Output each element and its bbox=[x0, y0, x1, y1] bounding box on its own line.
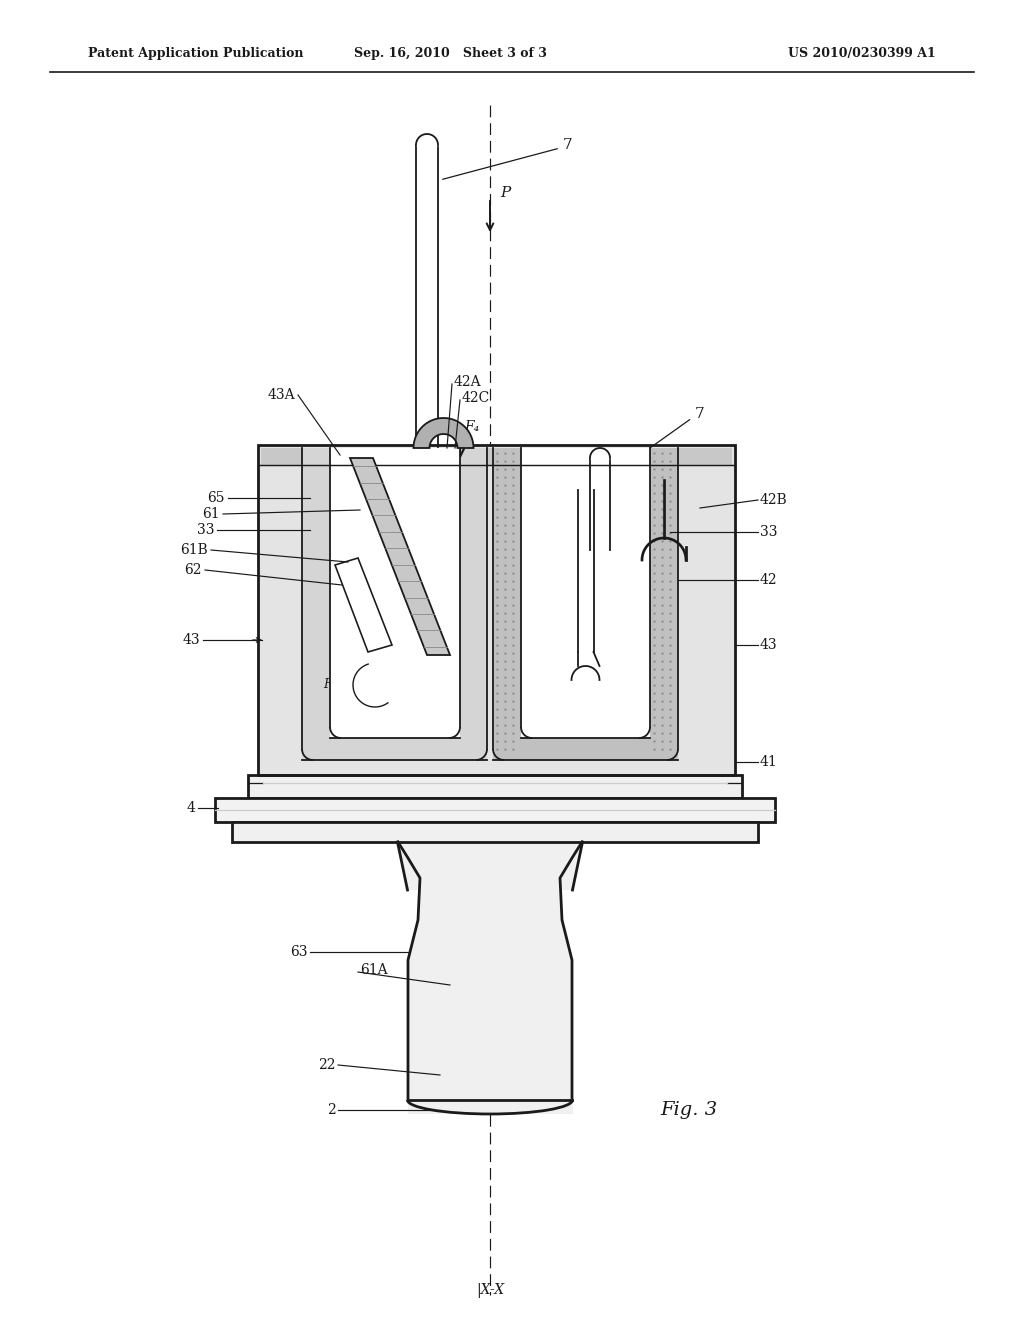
Bar bbox=[521, 447, 650, 738]
Bar bbox=[302, 738, 487, 760]
Text: P: P bbox=[500, 186, 510, 201]
Text: 42C: 42C bbox=[462, 391, 490, 405]
Text: 7: 7 bbox=[695, 407, 705, 421]
Bar bbox=[258, 445, 735, 775]
Bar bbox=[248, 775, 742, 799]
Bar bbox=[493, 447, 521, 760]
Text: 42A: 42A bbox=[454, 375, 481, 389]
Text: 43A: 43A bbox=[267, 388, 295, 403]
Polygon shape bbox=[335, 558, 392, 652]
Bar bbox=[330, 447, 460, 738]
Bar bbox=[261, 447, 732, 465]
Text: 42: 42 bbox=[760, 573, 777, 587]
Text: F₄: F₄ bbox=[464, 420, 479, 434]
Bar bbox=[590, 447, 610, 550]
Bar bbox=[493, 738, 678, 760]
Text: 65: 65 bbox=[208, 491, 225, 506]
Text: 33: 33 bbox=[760, 525, 777, 539]
Text: 61A: 61A bbox=[360, 964, 388, 977]
Text: 33: 33 bbox=[197, 523, 214, 537]
Bar bbox=[459, 447, 487, 760]
Text: Sep. 16, 2010   Sheet 3 of 3: Sep. 16, 2010 Sheet 3 of 3 bbox=[353, 48, 547, 61]
Bar bbox=[408, 1100, 573, 1114]
Text: Fig. 3: Fig. 3 bbox=[660, 1101, 717, 1119]
Polygon shape bbox=[397, 842, 583, 890]
Text: F₅: F₅ bbox=[324, 678, 337, 690]
Text: Patent Application Publication: Patent Application Publication bbox=[88, 48, 303, 61]
Polygon shape bbox=[414, 418, 473, 447]
Bar bbox=[302, 447, 330, 760]
Text: 63: 63 bbox=[291, 945, 308, 960]
Text: 4: 4 bbox=[186, 801, 195, 814]
Text: 7: 7 bbox=[563, 139, 572, 152]
Text: 41: 41 bbox=[760, 755, 778, 770]
Bar bbox=[232, 822, 758, 842]
Text: 61: 61 bbox=[203, 507, 220, 521]
Text: 61B: 61B bbox=[180, 543, 208, 557]
Text: -V₆-: -V₆- bbox=[384, 729, 406, 742]
Text: 22: 22 bbox=[318, 1059, 336, 1072]
Bar bbox=[215, 799, 775, 822]
Text: 42B: 42B bbox=[760, 492, 787, 507]
Text: 43: 43 bbox=[760, 638, 777, 652]
Text: 62: 62 bbox=[184, 564, 202, 577]
Text: US 2010/0230399 A1: US 2010/0230399 A1 bbox=[788, 48, 936, 61]
Polygon shape bbox=[398, 842, 582, 1100]
Text: 2: 2 bbox=[328, 1104, 336, 1117]
Text: 43: 43 bbox=[182, 634, 200, 647]
Bar bbox=[258, 445, 735, 775]
Bar bbox=[416, 145, 438, 447]
Text: |X-X: |X-X bbox=[476, 1283, 504, 1298]
Text: V₆-: V₆- bbox=[577, 729, 595, 742]
Polygon shape bbox=[350, 458, 450, 655]
Bar bbox=[650, 447, 678, 760]
